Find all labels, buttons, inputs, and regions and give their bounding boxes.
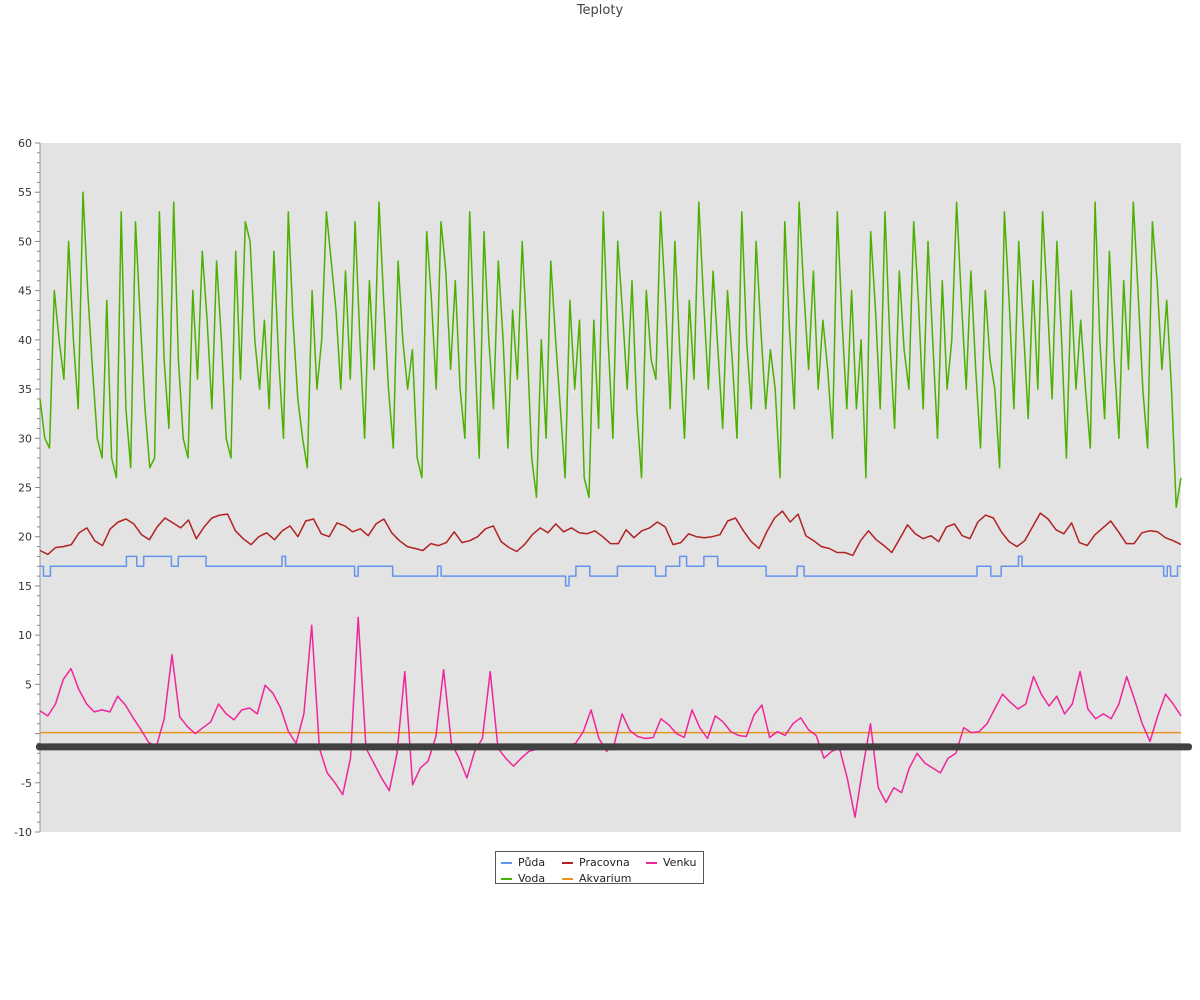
legend-label: Půda [518,856,546,869]
legend-swatch [501,861,512,864]
legend: Půda Pracovna Venku Voda Akvarium [495,851,704,885]
y-tick-label: 25 [18,482,32,495]
y-tick-label: 35 [18,383,32,396]
legend-swatch [562,861,573,864]
legend-item: Půda [501,856,545,869]
legend-label: Venku [663,856,697,869]
legend-item: Voda [501,872,545,885]
legend-swatch [501,877,512,880]
y-tick-label: 50 [18,235,32,248]
legend-item: Venku [646,856,696,869]
legend-swatch [562,877,573,880]
legend-label: Pracovna [579,856,630,869]
y-tick-label: 15 [18,580,32,593]
y-tick-label: 55 [18,186,32,199]
y-tick-label: 20 [18,531,32,544]
y-tick-label: 45 [18,285,32,298]
zero-band [36,743,1192,751]
legend-swatch [646,861,657,864]
y-tick-label: 10 [18,629,32,642]
plot-background [40,143,1181,832]
y-tick-label: 60 [18,137,32,150]
legend-label: Voda [518,872,546,885]
legend-item: Akvarium [562,872,631,885]
series-line-0 [40,555,1181,587]
legend-item: Pracovna [562,856,630,869]
y-tick-label: 5 [25,678,32,691]
y-tick-label: 30 [18,432,32,445]
legend-label: Akvarium [579,872,632,885]
y-tick-label: 40 [18,334,32,347]
series-line-1 [39,510,1182,557]
y-axis: 60 55 50 45 40 35 30 25 20 15 10 5 -5 -10 [14,137,41,839]
y-tick-label: -10 [14,826,32,839]
series-line-2 [39,191,1182,508]
chart-title: Teploty [576,3,624,18]
y-tick-label: -5 [21,777,32,790]
